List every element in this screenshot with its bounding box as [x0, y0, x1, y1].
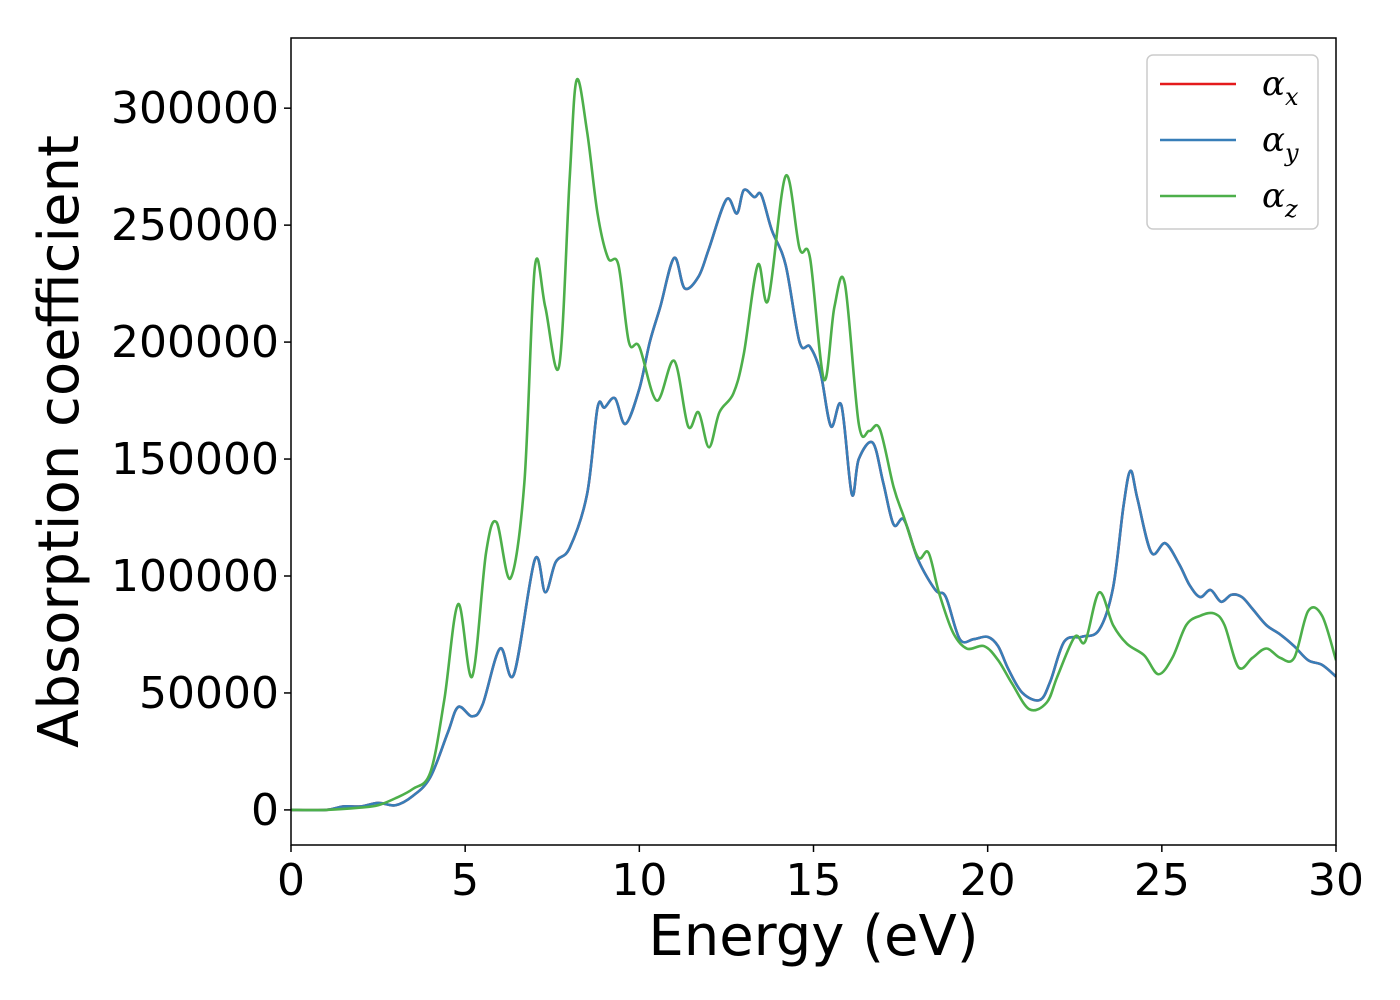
- x-tick-label: 5: [451, 855, 479, 906]
- y-tick-label: 200000: [111, 317, 279, 368]
- x-tick-label: 30: [1308, 855, 1364, 906]
- x-tick-label: 10: [611, 855, 667, 906]
- x-tick-label: 20: [960, 855, 1016, 906]
- y-tick-label: 100000: [111, 551, 279, 602]
- x-axis-ticks: 0 5 10 15 20 25 30: [277, 845, 1364, 906]
- series-line-z: [291, 77, 1336, 812]
- y-tick-label: 0: [251, 785, 279, 836]
- series-line-y: [291, 188, 1336, 812]
- legend-frame: [1146, 54, 1319, 230]
- y-tick-label: 300000: [111, 83, 279, 134]
- x-tick-label: 0: [277, 855, 305, 906]
- x-tick-label: 25: [1134, 855, 1190, 906]
- x-tick-label: 15: [786, 855, 842, 906]
- y-axis-ticks: 0 50000 100000 150000 200000 250000 300000: [111, 83, 291, 836]
- y-axis-label: Absorption coefficient: [27, 135, 92, 748]
- y-tick-label: 50000: [139, 668, 279, 719]
- x-axis-label: Energy (eV): [648, 904, 978, 969]
- y-tick-label: 150000: [111, 434, 279, 485]
- series-group: [291, 77, 1336, 812]
- y-tick-label: 250000: [111, 200, 279, 251]
